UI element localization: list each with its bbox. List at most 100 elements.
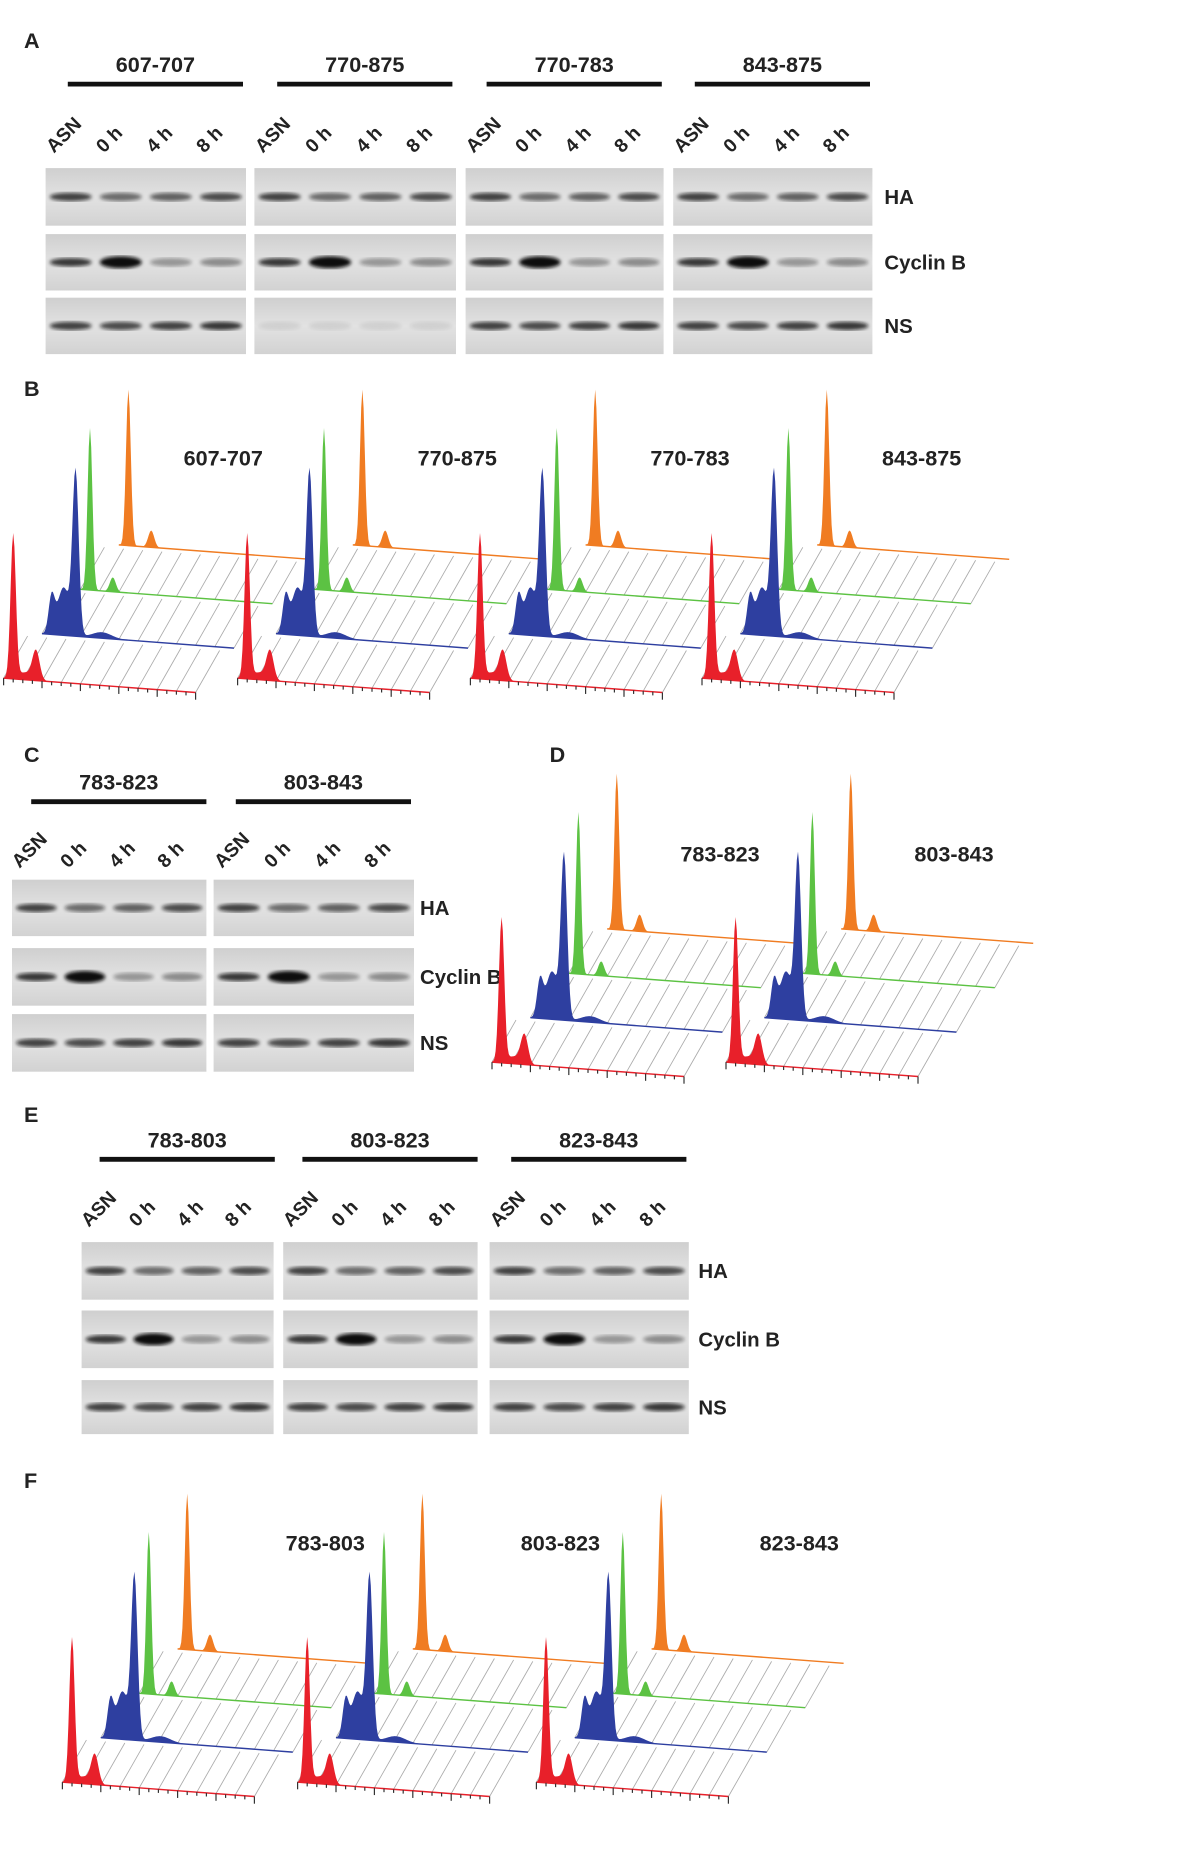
blot-band bbox=[99, 321, 142, 331]
histogram bbox=[177, 1493, 370, 1664]
lane-label: ASN bbox=[462, 114, 505, 157]
construct-label: 770-875 bbox=[325, 52, 404, 77]
floor-hatch bbox=[176, 554, 201, 597]
floor-hatch bbox=[272, 561, 297, 604]
lane-label: 0 h bbox=[261, 838, 295, 872]
blot-band bbox=[519, 192, 561, 202]
floor-hatch bbox=[489, 1754, 514, 1797]
blot-band bbox=[181, 1402, 222, 1412]
blot-band bbox=[149, 258, 192, 267]
lane-label: 0 h bbox=[57, 838, 91, 872]
floor-hatch bbox=[371, 598, 397, 642]
floor-hatch bbox=[860, 1029, 885, 1073]
floor-hatch bbox=[836, 598, 861, 642]
blot-band bbox=[469, 321, 512, 331]
blot-band bbox=[181, 1335, 222, 1344]
floor-hatch bbox=[747, 1708, 772, 1751]
blot-band bbox=[543, 1333, 586, 1346]
blot-band bbox=[642, 1266, 685, 1276]
blot-band bbox=[469, 192, 512, 202]
floor-hatch bbox=[898, 1032, 924, 1076]
blot-band bbox=[776, 192, 819, 202]
floor-hatch bbox=[642, 648, 668, 692]
floor-hatch bbox=[606, 933, 632, 977]
floor-hatch bbox=[932, 605, 957, 649]
histogram bbox=[802, 812, 995, 988]
row-label: HA bbox=[698, 1261, 728, 1283]
construct-label: 823-843 bbox=[760, 1531, 839, 1556]
blot-band bbox=[335, 1266, 377, 1276]
floor-hatch bbox=[645, 936, 670, 980]
construct-label: 607-707 bbox=[116, 52, 195, 77]
floor-hatch bbox=[651, 1653, 676, 1697]
floor-hatch bbox=[855, 600, 880, 643]
blot-band bbox=[726, 321, 769, 331]
row-label: Cyclin B bbox=[884, 253, 966, 275]
floor-hatch bbox=[683, 987, 709, 1030]
floor-hatch bbox=[566, 1665, 591, 1708]
lane-label: 8 h bbox=[154, 838, 188, 872]
floor-hatch bbox=[508, 638, 534, 682]
blot-band bbox=[85, 1402, 126, 1412]
floor-hatch bbox=[893, 650, 919, 693]
blot-band bbox=[49, 258, 92, 267]
floor-hatch bbox=[683, 939, 709, 983]
floor-hatch bbox=[604, 551, 630, 594]
blot-band bbox=[317, 1038, 360, 1048]
floor-hatch bbox=[662, 555, 687, 599]
blot-band bbox=[409, 321, 452, 331]
floor-hatch bbox=[448, 604, 474, 647]
floor-hatch bbox=[623, 647, 649, 690]
blot-band bbox=[85, 1266, 126, 1276]
floor-hatch bbox=[177, 1701, 202, 1744]
histogram bbox=[62, 1637, 255, 1797]
floor-hatch bbox=[374, 1698, 399, 1741]
floor-hatch bbox=[585, 644, 610, 687]
floor-hatch bbox=[740, 638, 765, 682]
lane-label: 8 h bbox=[611, 123, 645, 157]
blot-band bbox=[384, 1266, 426, 1276]
construct-label: 803-843 bbox=[914, 842, 993, 867]
lane-label: 8 h bbox=[819, 123, 853, 157]
lane-label: 4 h bbox=[105, 838, 139, 872]
blot-band bbox=[229, 1266, 270, 1276]
floor-hatch bbox=[816, 597, 842, 640]
blot-band bbox=[384, 1335, 426, 1344]
row-label: Cyclin B bbox=[698, 1330, 780, 1352]
floor-hatch bbox=[177, 1653, 202, 1697]
histogram bbox=[100, 1571, 293, 1753]
lane-label: 8 h bbox=[193, 123, 227, 157]
floor-hatch bbox=[642, 554, 668, 597]
floor-hatch bbox=[951, 560, 976, 603]
floor-hatch bbox=[374, 1745, 399, 1789]
floor-hatch bbox=[546, 594, 572, 637]
floor-hatch bbox=[156, 647, 182, 690]
lane-label: ASN bbox=[211, 829, 254, 872]
blot-band bbox=[64, 903, 106, 913]
floor-hatch bbox=[470, 1658, 495, 1701]
floor-hatch bbox=[508, 1661, 534, 1704]
floor-hatch bbox=[879, 984, 904, 1027]
blot-band bbox=[317, 903, 360, 913]
floor-hatch bbox=[585, 597, 610, 640]
baseline bbox=[352, 544, 545, 561]
blot-band bbox=[593, 1402, 636, 1412]
floor-hatch bbox=[546, 641, 572, 685]
floor-hatch bbox=[393, 1652, 418, 1695]
floor-hatch bbox=[410, 601, 435, 644]
lane-label: 8 h bbox=[425, 1197, 459, 1231]
floor-hatch bbox=[80, 594, 105, 637]
blot-band bbox=[359, 192, 402, 202]
construct-label: 803-843 bbox=[284, 770, 363, 795]
blot-band bbox=[493, 1266, 536, 1276]
lane-label: ASN bbox=[8, 829, 51, 872]
floor-hatch bbox=[371, 645, 397, 689]
floor-hatch bbox=[797, 548, 823, 591]
floor-hatch bbox=[118, 597, 144, 640]
floor-hatch bbox=[566, 643, 591, 686]
floor-hatch bbox=[158, 1747, 183, 1790]
floor-hatch bbox=[645, 984, 670, 1027]
blot-band bbox=[287, 1402, 328, 1412]
floor-hatch bbox=[670, 1655, 696, 1698]
construct-label: 823-843 bbox=[559, 1127, 638, 1152]
